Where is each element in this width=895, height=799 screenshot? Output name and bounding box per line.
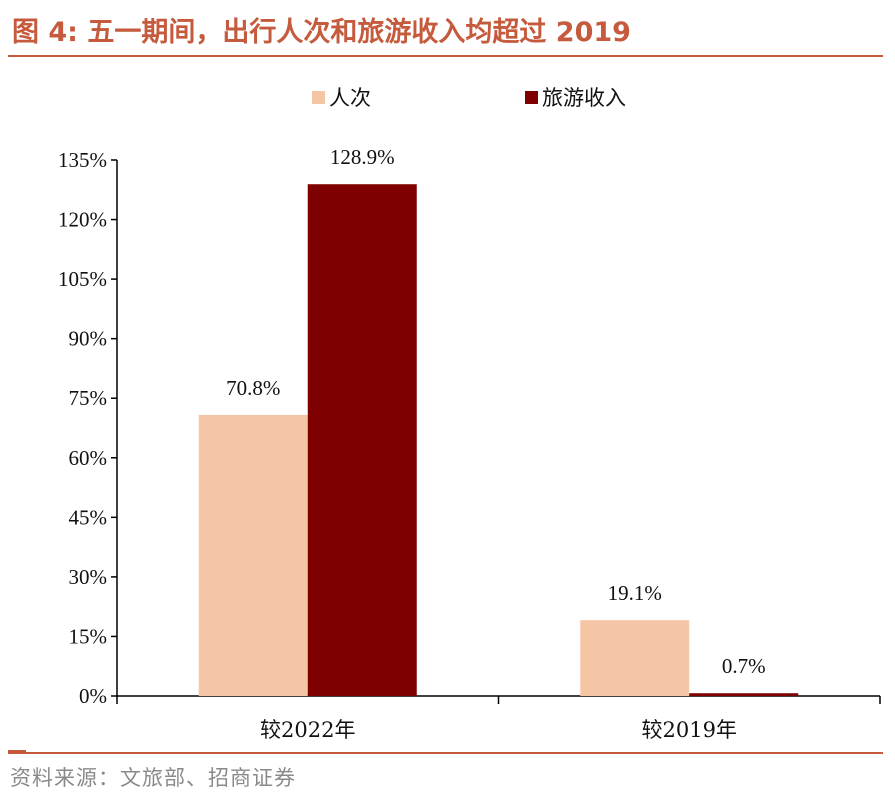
y-tick-label: 30% <box>69 565 108 589</box>
y-tick-label: 105% <box>58 267 107 291</box>
title-divider <box>8 55 883 57</box>
source-note: 资料来源：文旅部、招商证券 <box>10 766 296 790</box>
bar <box>689 693 799 696</box>
footer-divider <box>8 752 883 754</box>
chart-title: 图 4: 五一期间，出行人次和旅游收入均超过 2019 <box>12 17 631 48</box>
data-label: 0.7% <box>722 654 766 678</box>
bar <box>198 414 308 696</box>
x-category-label: 较2022年 <box>260 718 355 742</box>
legend-label: 旅游收入 <box>542 86 626 110</box>
y-tick-label: 60% <box>69 446 108 470</box>
y-tick-label: 75% <box>69 386 108 410</box>
legend-swatch <box>312 91 325 104</box>
bar <box>580 620 690 696</box>
data-label: 70.8% <box>226 376 280 400</box>
y-tick-label: 135% <box>58 148 107 172</box>
y-tick-label: 15% <box>69 624 108 648</box>
bar <box>307 184 417 697</box>
footer-divider-mark <box>8 750 26 753</box>
y-tick-label: 0% <box>79 684 107 708</box>
legend-label: 人次 <box>329 86 371 110</box>
legend-swatch <box>525 91 538 104</box>
data-label: 128.9% <box>330 145 395 169</box>
y-tick-label: 90% <box>69 327 108 351</box>
data-label: 19.1% <box>608 581 662 605</box>
y-tick-label: 45% <box>69 505 108 529</box>
y-tick-label: 120% <box>58 208 107 232</box>
x-category-label: 较2019年 <box>642 718 737 742</box>
